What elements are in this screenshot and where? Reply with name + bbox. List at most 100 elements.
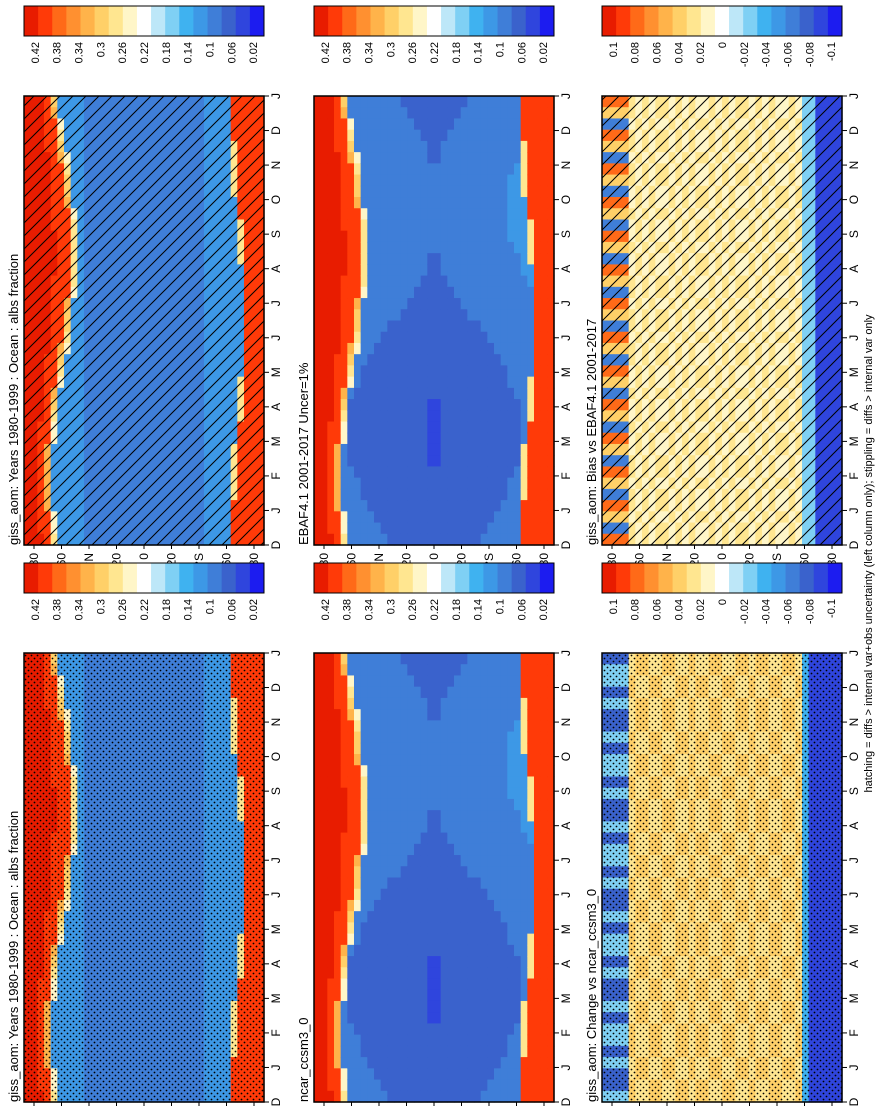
- heatmap-cell: [387, 264, 395, 277]
- heatmap-cell: [527, 208, 535, 221]
- heatmap-cell: [314, 443, 322, 456]
- heatmap-cell: [314, 488, 322, 501]
- heatmap-cell: [420, 286, 428, 299]
- heatmap-cell: [447, 320, 455, 333]
- heatmap-cell: [480, 500, 488, 512]
- heatmap-cell: [474, 298, 482, 310]
- heatmap-cell: [347, 152, 355, 164]
- heatmap-cell: [340, 1068, 348, 1081]
- heatmap-cell: [320, 866, 328, 879]
- heatmap-cell: [347, 286, 355, 299]
- heatmap-cell: [507, 320, 515, 333]
- heatmap-cell: [394, 230, 402, 243]
- heatmap-cell: [434, 342, 442, 355]
- heatmap-cell: [467, 432, 475, 445]
- heatmap-cell: [380, 697, 388, 710]
- heatmap-cell: [447, 163, 455, 176]
- heatmap-cell: [460, 264, 468, 277]
- heatmap-cell: [407, 140, 415, 153]
- heatmap-cell: [374, 821, 382, 834]
- heatmap-cell: [367, 978, 375, 991]
- heatmap-cell: [534, 522, 542, 535]
- heatmap-cell: [347, 309, 355, 322]
- heatmap-cell: [440, 511, 448, 524]
- heatmap-cell: [314, 944, 322, 957]
- heatmap-cell: [380, 1079, 388, 1092]
- heatmap-cell: [427, 432, 435, 445]
- heatmap-cell: [354, 421, 362, 434]
- heatmap-cell: [387, 197, 395, 209]
- heatmap-cell: [367, 219, 375, 232]
- heatmap-cell: [374, 810, 382, 822]
- heatmap-cell: [434, 488, 442, 501]
- heatmap-cell: [374, 241, 382, 254]
- heatmap-cell: [507, 331, 515, 344]
- heatmap-cell: [494, 488, 502, 501]
- heatmap-cell: [514, 264, 522, 277]
- heatmap-cell: [474, 163, 482, 176]
- heatmap-cell: [527, 331, 535, 344]
- heatmap-cell: [534, 309, 542, 322]
- heatmap-cell: [320, 911, 328, 923]
- heatmap-cell: [380, 776, 388, 789]
- heatmap-cell: [454, 522, 462, 535]
- heatmap-cell: [480, 241, 488, 254]
- heatmap-cell: [320, 686, 328, 699]
- heatmap-cell: [360, 1079, 368, 1092]
- heatmap-cell: [374, 709, 382, 721]
- colorbar-label: 0.02: [538, 42, 550, 63]
- heatmap-cell: [534, 432, 542, 445]
- heatmap-cell: [394, 107, 402, 120]
- heatmap-cell: [480, 174, 488, 187]
- heatmap-cell: [374, 129, 382, 142]
- heatmap-cell: [494, 365, 502, 378]
- heatmap-cell: [507, 140, 515, 153]
- heatmap-cell: [387, 342, 395, 355]
- heatmap-cell: [367, 1034, 375, 1047]
- heatmap-cell: [507, 309, 515, 322]
- heatmap-cell: [327, 664, 335, 677]
- heatmap-cell: [340, 488, 348, 501]
- heatmap-cell: [340, 399, 348, 411]
- heatmap-cell: [440, 208, 448, 221]
- heatmap-cell: [320, 1068, 328, 1081]
- heatmap-cell: [447, 286, 455, 299]
- colorbar-label: 0.02: [248, 599, 260, 620]
- colorbar-swatch: [122, 563, 138, 593]
- heatmap-cell: [394, 264, 402, 277]
- heatmap-cell: [354, 376, 362, 389]
- heatmap-cell: [507, 466, 515, 479]
- colorbar-swatch: [136, 6, 152, 36]
- heatmap-cell: [500, 488, 508, 501]
- heatmap-cell: [367, 387, 375, 400]
- heatmap-cell: [387, 466, 395, 479]
- heatmap-cell: [507, 410, 515, 423]
- heatmap-cell: [407, 443, 415, 456]
- colorbar-swatch: [511, 6, 527, 36]
- heatmap-cell: [327, 399, 335, 411]
- heatmap-cell: [407, 320, 415, 333]
- heatmap-cell: [334, 1023, 342, 1036]
- heatmap-cell: [360, 933, 368, 946]
- heatmap-cell: [427, 455, 435, 468]
- heatmap-cell: [380, 488, 388, 501]
- heatmap-cell: [447, 208, 455, 221]
- heatmap-cell: [400, 522, 408, 535]
- heatmap-cell: [320, 443, 328, 456]
- heatmap-cell: [420, 140, 428, 153]
- heatmap-cell: [314, 174, 322, 187]
- heatmap-cell: [334, 522, 342, 535]
- heatmap-cell: [320, 787, 328, 800]
- heatmap-cell: [327, 1090, 335, 1103]
- heatmap-cell: [327, 1079, 335, 1092]
- heatmap-cell: [420, 298, 428, 310]
- heatmap-cell: [387, 376, 395, 389]
- heatmap-cell: [467, 522, 475, 535]
- panel-title: giss_aom: Years 1980-1999 : Ocean : albs…: [6, 254, 21, 545]
- heatmap-cell: [407, 477, 415, 490]
- heatmap-cell: [374, 488, 382, 501]
- heatmap-cell: [480, 140, 488, 153]
- heatmap-cell: [467, 309, 475, 322]
- heatmap-cell: [394, 500, 402, 512]
- heatmap-cell: [534, 488, 542, 501]
